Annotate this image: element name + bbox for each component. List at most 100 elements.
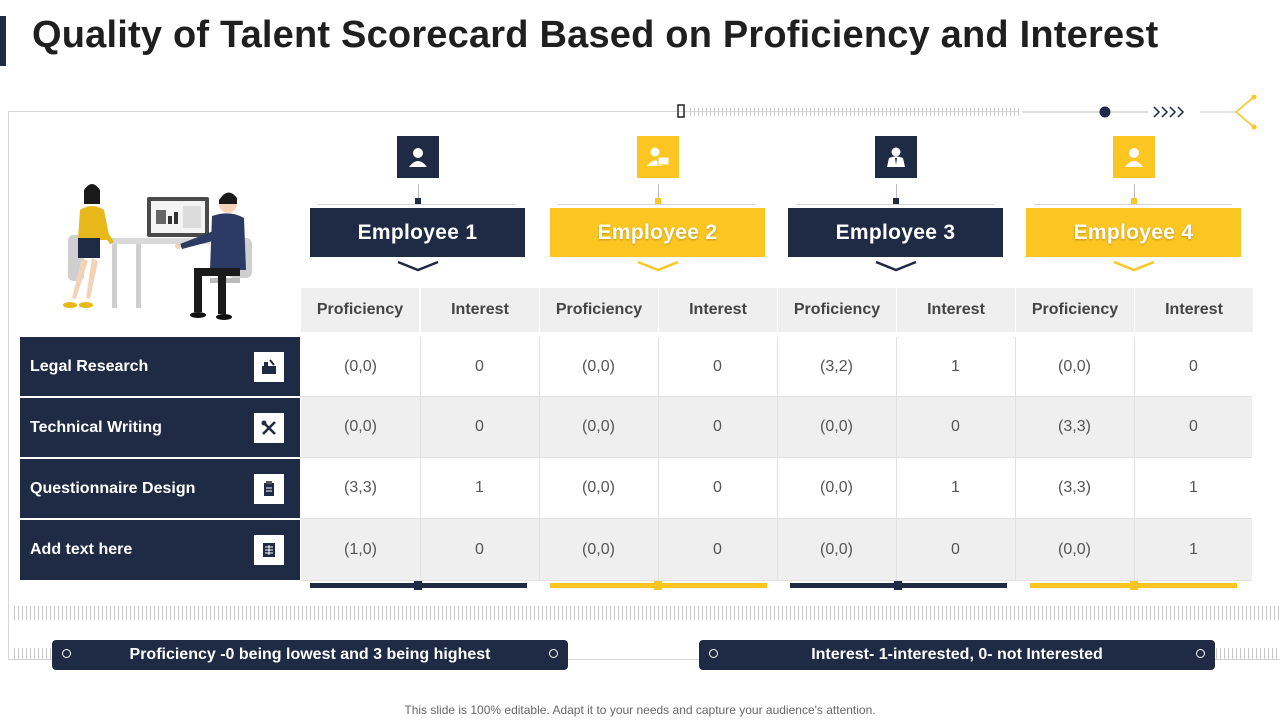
connector-stem xyxy=(418,184,419,198)
table-row xyxy=(301,337,1252,396)
circle-icon xyxy=(709,649,718,658)
table-cell: (0,0) xyxy=(582,479,615,496)
office-meeting-illustration xyxy=(63,184,252,320)
table-cell: (0,0) xyxy=(582,418,615,435)
table-cell: 0 xyxy=(475,418,484,435)
row-label-technical-writing: Technical Writing xyxy=(20,398,300,457)
slide-title: Quality of Talent Scorecard Based on Pro… xyxy=(32,14,1159,56)
table-cell: 0 xyxy=(475,540,484,558)
interest-legend-text: Interest- 1-interested, 0- not Intereste… xyxy=(811,646,1103,663)
tools-icon xyxy=(254,412,284,443)
subheader-interest: Interest xyxy=(420,288,539,332)
chevron-down-icon xyxy=(637,260,679,272)
connector-dot xyxy=(655,198,661,204)
person-tie-icon xyxy=(875,136,917,178)
employee-2-header: Employee 2 xyxy=(550,208,765,257)
connector-dot xyxy=(1131,198,1137,204)
row-divider xyxy=(301,396,1252,397)
connector-line xyxy=(1034,204,1232,205)
connector-stem xyxy=(896,184,897,198)
table-cell: 1 xyxy=(475,479,484,496)
subheader-proficiency: Proficiency xyxy=(777,288,896,332)
column-divider xyxy=(896,337,897,580)
proficiency-legend-text: Proficiency -0 being lowest and 3 being … xyxy=(129,646,491,663)
table-cell: 0 xyxy=(713,540,722,558)
row-label-text: Add text here xyxy=(30,541,133,558)
table-row xyxy=(301,458,1252,518)
row-label-text: Technical Writing xyxy=(30,418,162,436)
person-icon xyxy=(1113,136,1155,178)
table-row xyxy=(301,397,1252,457)
clipboard-icon xyxy=(254,473,284,504)
table-cell: (0,0) xyxy=(582,357,615,375)
table-cell: 0 xyxy=(713,418,722,435)
column-accent-tick xyxy=(654,581,662,590)
column-divider xyxy=(658,337,659,580)
employee-3-header: Employee 3 xyxy=(788,208,1003,257)
table-cell: 0 xyxy=(1189,357,1198,375)
subheader-proficiency: Proficiency xyxy=(1015,288,1134,332)
decorative-stripe-top xyxy=(690,108,1022,116)
employee-4-header: Employee 4 xyxy=(1026,208,1241,257)
table-cell: 0 xyxy=(1189,418,1198,435)
row-divider xyxy=(301,580,1252,581)
employee-1-header: Employee 1 xyxy=(310,208,525,257)
table-cell: 1 xyxy=(1189,540,1198,558)
table-cell: (0,0) xyxy=(1058,357,1091,375)
decorative-stripe-bottom xyxy=(14,606,1280,620)
subheader-interest: Interest xyxy=(896,288,1015,332)
connector-stem xyxy=(658,184,659,198)
table-cell: (3,2) xyxy=(820,357,853,375)
connector-stem xyxy=(1134,184,1135,198)
row-divider xyxy=(301,518,1252,519)
research-icon xyxy=(254,351,284,382)
row-label-questionnaire-design: Questionnaire Design xyxy=(20,459,300,518)
table-cell: 1 xyxy=(1189,479,1198,496)
table-cell: (0,0) xyxy=(582,540,615,558)
table-row xyxy=(301,519,1252,580)
title-accent-bar xyxy=(0,16,6,66)
table-cell: (0,0) xyxy=(820,479,853,496)
connector-line xyxy=(796,204,994,205)
row-label-add-text: Add text here xyxy=(20,520,300,580)
row-label-legal-research: Legal Research xyxy=(20,337,300,396)
circle-icon xyxy=(1196,649,1205,658)
subheader-proficiency: Proficiency xyxy=(539,288,658,332)
table-cell: 0 xyxy=(713,479,722,496)
person-icon xyxy=(397,136,439,178)
table-cell: 1 xyxy=(951,479,960,496)
subheader-interest: Interest xyxy=(658,288,777,332)
table-cell: 0 xyxy=(951,418,960,435)
row-divider xyxy=(301,457,1252,458)
column-divider xyxy=(777,337,778,580)
table-cell: 0 xyxy=(951,540,960,558)
connector-line xyxy=(318,204,516,205)
frame-left-line xyxy=(8,111,9,659)
subheader-proficiency: Proficiency xyxy=(301,288,419,332)
connector-dot xyxy=(415,198,421,204)
table-cell: (3,3) xyxy=(1058,418,1091,435)
circle-icon xyxy=(549,649,558,658)
table-cell: 0 xyxy=(713,357,722,375)
footer-note: This slide is 100% editable. Adapt it to… xyxy=(404,703,876,717)
column-divider xyxy=(420,337,421,580)
column-accent-tick xyxy=(1130,581,1138,590)
chevron-down-icon xyxy=(1113,260,1155,272)
decorative-stripe-left xyxy=(14,648,52,660)
table-cell: (0,0) xyxy=(344,418,377,435)
frame-top-line xyxy=(8,111,1018,112)
table-cell: (1,0) xyxy=(344,540,377,558)
table-cell: 0 xyxy=(475,357,484,375)
row-label-text: Legal Research xyxy=(30,357,149,375)
column-divider xyxy=(539,337,540,580)
table-cell: (3,3) xyxy=(1058,479,1091,496)
table-cell: (3,3) xyxy=(344,479,377,496)
table-cell: (0,0) xyxy=(820,418,853,435)
table-cell: (0,0) xyxy=(1058,540,1091,558)
decorative-stripe-right xyxy=(1216,648,1280,660)
document-grid-icon xyxy=(254,535,284,565)
decorative-connector-graphic xyxy=(677,95,1257,130)
row-label-text: Questionnaire Design xyxy=(30,479,196,497)
circle-icon xyxy=(62,649,71,658)
column-divider xyxy=(1015,337,1016,580)
